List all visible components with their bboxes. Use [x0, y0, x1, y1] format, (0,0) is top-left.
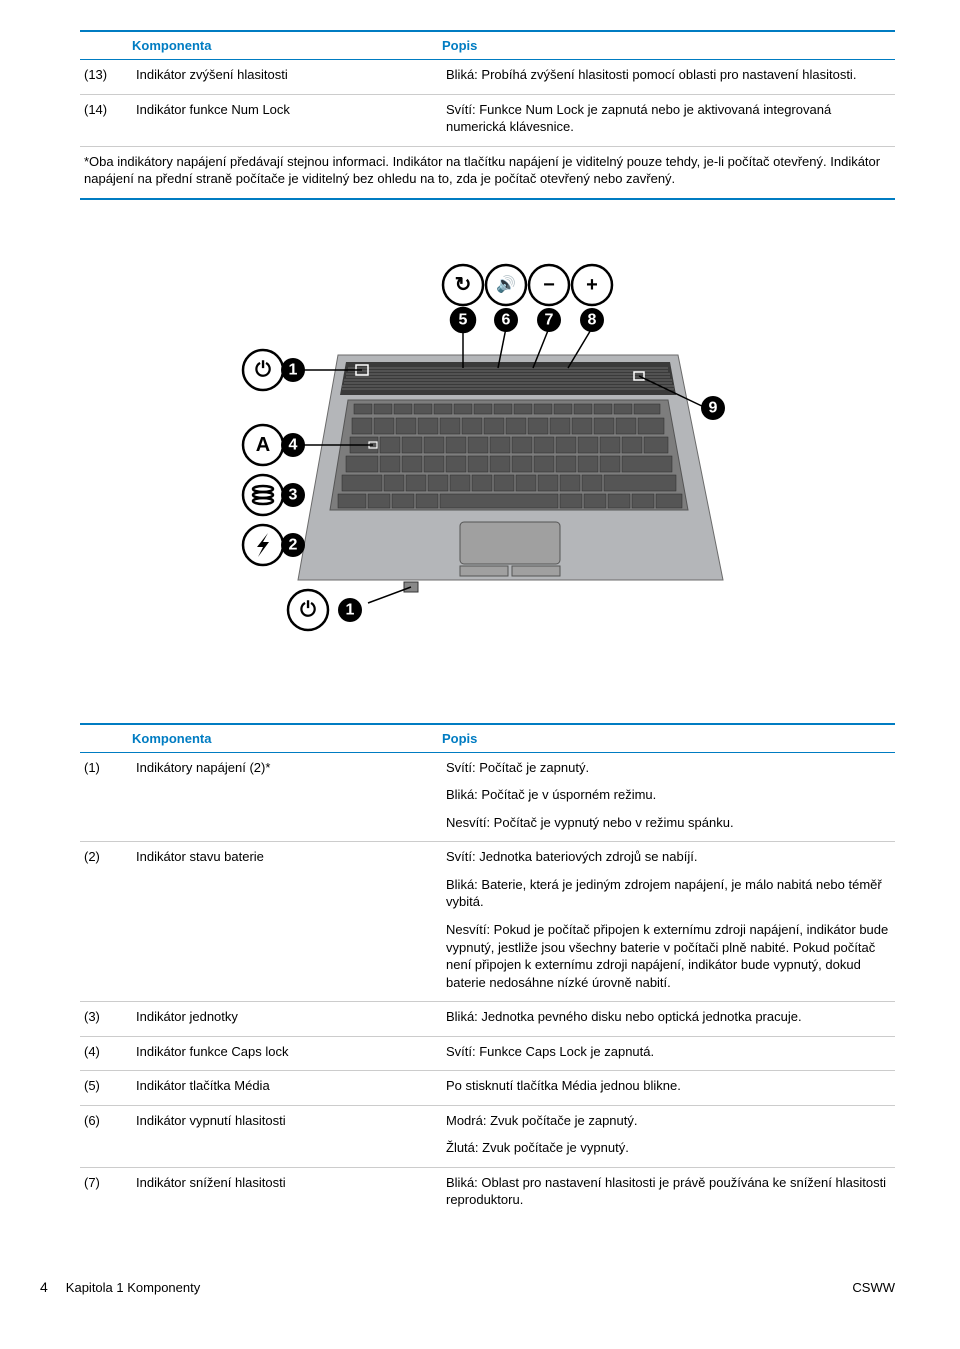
desc-line: Modrá: Zvuk počítače je zapnutý.	[446, 1113, 637, 1128]
table-note: *Oba indikátory napájení předávají stejn…	[80, 146, 895, 198]
row-desc: Bliká: Oblast pro nastavení hlasitosti j…	[442, 1167, 895, 1219]
callout-7: 7	[544, 311, 553, 328]
footer-chapter: Kapitola 1 Komponenty	[66, 1280, 200, 1295]
th-blank	[80, 724, 132, 753]
desc-line: Nesvítí: Pokud je počítač připojen k ext…	[446, 911, 891, 991]
desc-line: Bliká: Počítač je v úsporném režimu.	[446, 776, 891, 804]
callout-9: 9	[708, 399, 717, 416]
table-row: (4) Indikátor funkce Caps lock Svítí: Fu…	[80, 1036, 895, 1071]
desc-line: Bliká: Baterie, která je jediným zdrojem…	[446, 866, 891, 911]
callout-4: 4	[288, 436, 297, 453]
callout-5: 5	[458, 311, 467, 328]
footer-right: CSWW	[852, 1280, 895, 1295]
minus-icon: −	[543, 274, 555, 296]
laptop-svg: ↻ 🔊 − + 5 6 7 8	[238, 240, 738, 660]
capslock-icon: A	[255, 434, 269, 456]
table-row: (7) Indikátor snížení hlasitosti Bliká: …	[80, 1167, 895, 1219]
th-desc: Popis	[442, 724, 895, 753]
row-num: (1)	[80, 752, 132, 842]
desc-line: Svítí: Jednotka bateriových zdrojů se na…	[446, 849, 697, 864]
row-num: (7)	[80, 1167, 132, 1219]
th-component: Komponenta	[132, 31, 442, 60]
row-desc: Bliká: Jednotka pevného disku nebo optic…	[442, 1002, 895, 1037]
row-desc: Svítí: Funkce Caps Lock je zapnutá.	[442, 1036, 895, 1071]
row-desc: Svítí: Počítač je zapnutý. Bliká: Počíta…	[442, 752, 895, 842]
table-row: (3) Indikátor jednotky Bliká: Jednotka p…	[80, 1002, 895, 1037]
row-comp: Indikátor stavu baterie	[132, 842, 442, 1002]
callout-8: 8	[587, 311, 596, 328]
row-comp: Indikátor funkce Num Lock	[132, 94, 442, 146]
desc-line: Svítí: Počítač je zapnutý.	[446, 760, 589, 775]
power-icon: ⏻	[255, 359, 271, 381]
table-components-bottom: Komponenta Popis (1) Indikátory napájení…	[80, 723, 895, 1219]
row-comp: Indikátor zvýšení hlasitosti	[132, 60, 442, 95]
row-num: (5)	[80, 1071, 132, 1106]
table-components-top: Komponenta Popis (13) Indikátor zvýšení …	[80, 30, 895, 198]
row-desc: Po stisknutí tlačítka Média jednou blikn…	[442, 1071, 895, 1106]
row-num: (6)	[80, 1105, 132, 1167]
row-comp: Indikátor funkce Caps lock	[132, 1036, 442, 1071]
speaker-icon: 🔊	[496, 274, 516, 293]
th-component: Komponenta	[132, 724, 442, 753]
row-comp: Indikátor tlačítka Média	[132, 1071, 442, 1106]
table-row: (14) Indikátor funkce Num Lock Svítí: Fu…	[80, 94, 895, 146]
row-comp: Indikátor vypnutí hlasitosti	[132, 1105, 442, 1167]
table-note-row: *Oba indikátory napájení předávají stejn…	[80, 146, 895, 198]
page-footer: 4 Kapitola 1 Komponenty CSWW	[0, 1239, 960, 1315]
th-desc: Popis	[442, 31, 895, 60]
row-num: (2)	[80, 842, 132, 1002]
refresh-icon: ↻	[454, 274, 471, 296]
table-row: (6) Indikátor vypnutí hlasitosti Modrá: …	[80, 1105, 895, 1167]
desc-line: Nesvítí: Počítač je vypnutý nebo v režim…	[446, 804, 891, 832]
row-desc: Bliká: Probíhá zvýšení hlasitosti pomocí…	[442, 60, 895, 95]
callout-3: 3	[288, 486, 297, 503]
row-desc: Svítí: Jednotka bateriových zdrojů se na…	[442, 842, 895, 1002]
table-row: (2) Indikátor stavu baterie Svítí: Jedno…	[80, 842, 895, 1002]
laptop-diagram: ↻ 🔊 − + 5 6 7 8	[80, 200, 895, 723]
desc-line: Žlutá: Zvuk počítače je vypnutý.	[446, 1129, 891, 1157]
row-num: (3)	[80, 1002, 132, 1037]
th-blank	[80, 31, 132, 60]
row-comp: Indikátory napájení (2)*	[132, 752, 442, 842]
row-desc: Modrá: Zvuk počítače je zapnutý. Žlutá: …	[442, 1105, 895, 1167]
footer-page-num: 4	[40, 1279, 48, 1295]
row-comp: Indikátor jednotky	[132, 1002, 442, 1037]
row-desc: Svítí: Funkce Num Lock je zapnutá nebo j…	[442, 94, 895, 146]
table-row: (5) Indikátor tlačítka Média Po stisknut…	[80, 1071, 895, 1106]
row-comp: Indikátor snížení hlasitosti	[132, 1167, 442, 1219]
callout-6: 6	[501, 311, 510, 328]
callout-2: 2	[288, 536, 297, 553]
row-num: (4)	[80, 1036, 132, 1071]
callout-1: 1	[288, 361, 297, 378]
table-row: (13) Indikátor zvýšení hlasitosti Bliká:…	[80, 60, 895, 95]
row-num: (14)	[80, 94, 132, 146]
power-icon-front: ⏻	[300, 599, 316, 621]
callout-1b: 1	[345, 601, 354, 618]
plus-icon: +	[586, 274, 598, 296]
table-row: (1) Indikátory napájení (2)* Svítí: Počí…	[80, 752, 895, 842]
row-num: (13)	[80, 60, 132, 95]
top-icons: ↻ 🔊 − +	[443, 265, 612, 305]
